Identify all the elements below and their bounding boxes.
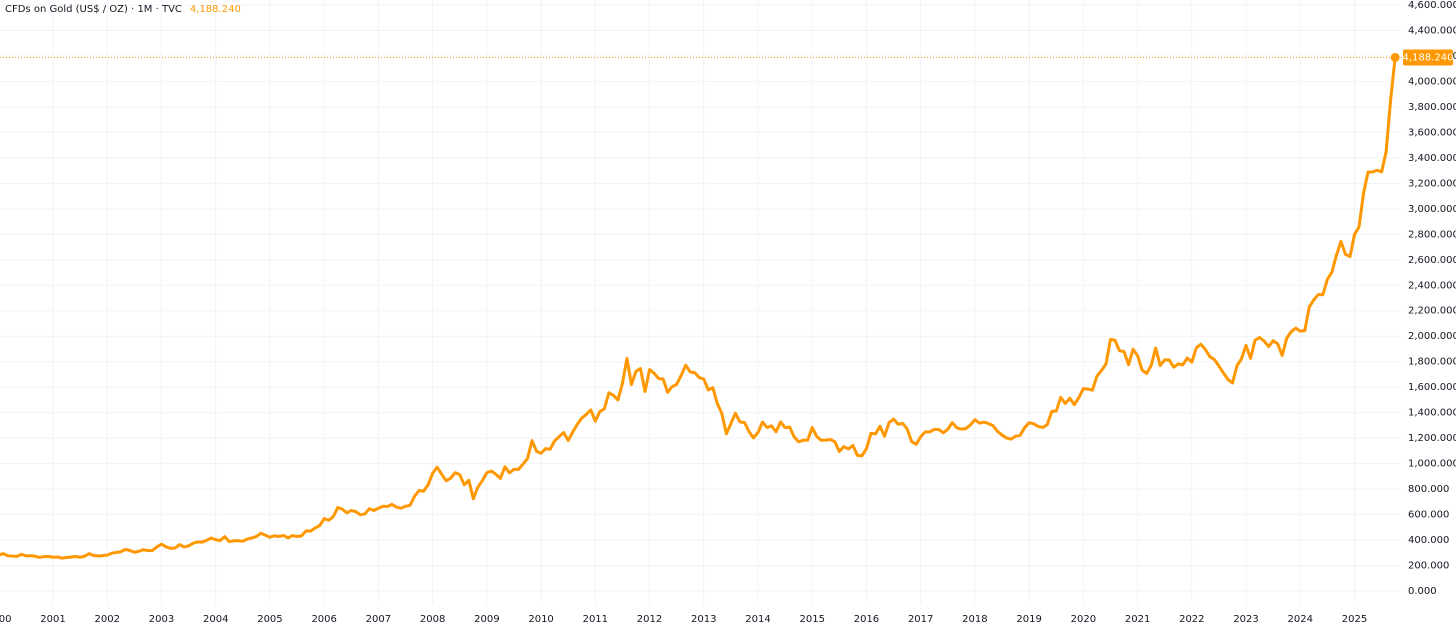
x-tick-label: 2016 — [854, 614, 879, 625]
x-tick-label: 2009 — [474, 614, 499, 625]
y-tick-label: 4,600.000 — [1408, 0, 1456, 11]
last-price-label: 4,188.240 — [1403, 52, 1454, 63]
y-tick-label: 4,400.000 — [1408, 25, 1456, 36]
x-tick-label: 2008 — [420, 614, 445, 625]
x-tick-label: 2010 — [528, 614, 553, 625]
y-tick-label: 4,000.000 — [1408, 76, 1456, 87]
y-tick-label: 1,200.000 — [1408, 433, 1456, 444]
y-tick-label: 1,600.000 — [1408, 382, 1456, 393]
y-tick-label: 2,400.000 — [1408, 280, 1456, 291]
x-tick-label: 2002 — [95, 614, 120, 625]
y-tick-label: 400.000 — [1408, 535, 1449, 546]
y-tick-label: 3,400.000 — [1408, 153, 1456, 164]
last-price-badge — [1403, 49, 1453, 66]
x-tick-label: 2013 — [691, 614, 716, 625]
y-tick-label: 1,000.000 — [1408, 459, 1456, 470]
y-tick-label: 2,200.000 — [1408, 306, 1456, 317]
y-tick-label: 2,800.000 — [1408, 229, 1456, 240]
y-tick-label: 1,400.000 — [1408, 408, 1456, 419]
plot — [0, 52, 1402, 560]
x-tick-label: 2005 — [257, 614, 282, 625]
chart-title: CFDs on Gold (US$ / OZ) · 1M · TVC — [5, 4, 182, 15]
y-tick-label: 2,600.000 — [1408, 255, 1456, 266]
x-tick-label: 2018 — [962, 614, 987, 625]
x-tick-label: 2000 — [0, 614, 12, 625]
x-tick-label: 2024 — [1288, 614, 1313, 625]
x-tick-label: 2011 — [583, 614, 608, 625]
y-tick-label: 3,000.000 — [1408, 204, 1456, 215]
price-line — [0, 57, 1397, 560]
y-tick-label: 0.000 — [1408, 586, 1437, 597]
y-tick-label: 800.000 — [1408, 484, 1449, 495]
x-tick-label: 2001 — [40, 614, 65, 625]
y-tick-label: 3,600.000 — [1408, 127, 1456, 138]
x-tick-label: 2015 — [799, 614, 824, 625]
x-tick-label: 2019 — [1016, 614, 1041, 625]
x-tick-label: 2020 — [1071, 614, 1096, 625]
x-tick-label: 2025 — [1342, 614, 1367, 625]
x-tick-label: 2012 — [637, 614, 662, 625]
last-point — [1390, 52, 1400, 62]
y-tick-label: 3,200.000 — [1408, 178, 1456, 189]
x-tick-label: 2007 — [366, 614, 391, 625]
x-tick-label: 2003 — [149, 614, 174, 625]
header-price: 4,188.240 — [190, 4, 241, 15]
x-tick-label: 2014 — [745, 614, 770, 625]
x-tick-label: 2021 — [1125, 614, 1150, 625]
y-tick-label: 2,000.000 — [1408, 331, 1456, 342]
y-tick-label: 600.000 — [1408, 510, 1449, 521]
grid — [0, 0, 1402, 604]
y-tick-label: 200.000 — [1408, 561, 1449, 572]
x-tick-label: 2017 — [908, 614, 933, 625]
x-tick-label: 2023 — [1233, 614, 1258, 625]
x-tick-label: 2004 — [203, 614, 228, 625]
x-tick-label: 2006 — [311, 614, 336, 625]
x-tick-label: 2022 — [1179, 614, 1204, 625]
y-tick-label: 3,800.000 — [1408, 102, 1456, 113]
y-tick-label: 1,800.000 — [1408, 357, 1456, 368]
